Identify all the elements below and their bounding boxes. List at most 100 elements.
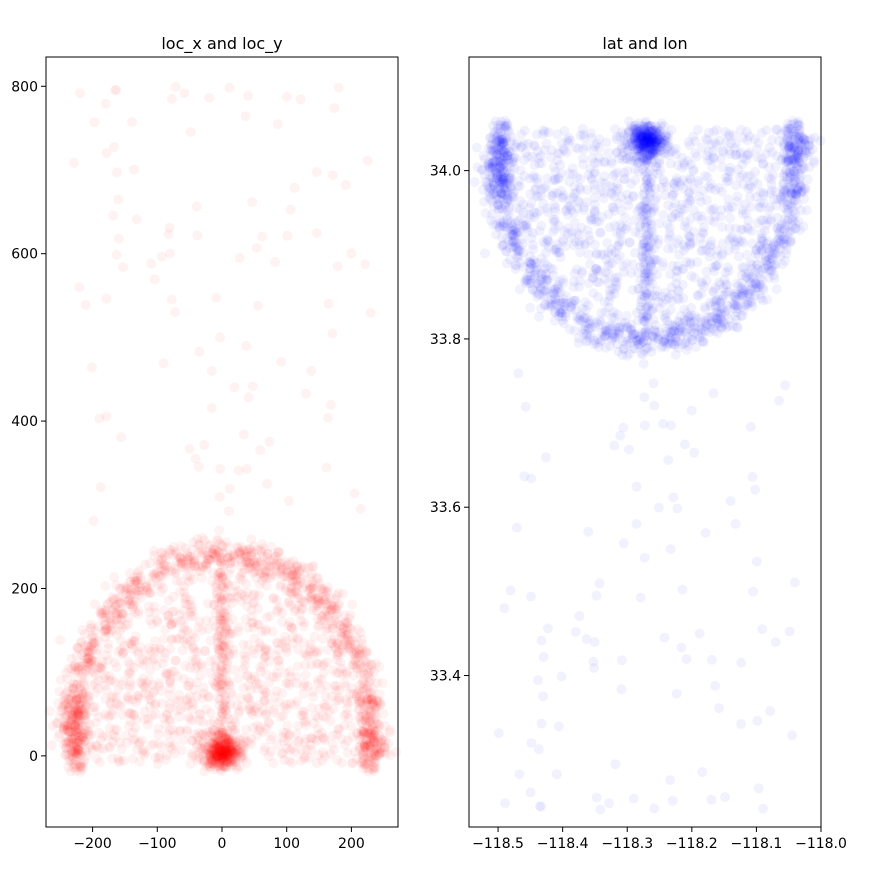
left-scatter-point <box>204 750 215 761</box>
left-scatter-point <box>187 602 198 613</box>
left-scatter-point <box>258 571 269 582</box>
left-scatter-point <box>268 758 279 769</box>
left-scatter-point <box>290 571 301 582</box>
left-scatter-point <box>355 740 366 751</box>
left-scatter-point <box>284 617 295 628</box>
left-scatter-point <box>359 746 370 757</box>
left-scatter-point <box>314 703 325 714</box>
left-scatter-point <box>356 643 367 654</box>
left-scatter-point <box>218 607 229 618</box>
left-scatter-point <box>222 756 233 767</box>
left-scatter-point <box>326 638 337 649</box>
left-scatter-point <box>355 627 366 638</box>
left-scatter-point <box>233 586 243 596</box>
left-scatter-point <box>65 715 76 726</box>
left-scatter-point <box>281 91 292 102</box>
right-scatter-point <box>505 585 516 596</box>
left-scatter-point <box>130 607 141 618</box>
right-scatter-point <box>541 452 551 463</box>
right-scatter-point <box>658 209 669 220</box>
left-scatter-point <box>370 703 381 714</box>
right-scatter-point <box>710 211 721 222</box>
left-scatter-point <box>147 619 158 630</box>
left-scatter-point <box>203 624 214 635</box>
left-scatter-point <box>305 739 316 750</box>
left-scatter-point <box>185 662 196 673</box>
left-scatter-point <box>165 676 176 687</box>
left-scatter-point <box>68 682 79 693</box>
left-scatter-point <box>209 764 220 775</box>
left-scatter-point <box>187 697 198 708</box>
left-scatter-point <box>299 563 310 574</box>
left-scatter-point <box>363 739 374 750</box>
left-scatter-point <box>121 737 132 748</box>
left-scatter-point <box>356 634 367 645</box>
right-scatter-point <box>653 502 664 513</box>
left-scatter-point <box>271 595 282 606</box>
left-scatter-point <box>265 572 276 583</box>
left-scatter-point <box>100 98 111 109</box>
left-scatter-point <box>288 632 298 643</box>
left-scatter-point <box>343 713 354 723</box>
left-scatter-point <box>293 735 304 746</box>
left-scatter-point <box>243 392 254 403</box>
left-scatter-point <box>363 727 374 738</box>
left-scatter-point <box>364 704 375 715</box>
left-scatter-point <box>190 561 201 572</box>
left-scatter-point <box>118 755 129 766</box>
left-scatter-point <box>127 727 138 738</box>
left-scatter-point <box>156 741 167 752</box>
left-scatter-point <box>215 641 226 652</box>
left-scatter-point <box>183 712 194 723</box>
left-scatter-point <box>88 515 99 526</box>
left-scatter-point <box>328 633 339 644</box>
left-scatter-point <box>370 757 381 768</box>
left-scatter-point <box>315 615 326 626</box>
left-scatter-point <box>317 747 328 758</box>
left-scatter-point <box>87 631 98 642</box>
left-scatter-point <box>294 566 305 577</box>
right-scatter-point <box>628 793 639 804</box>
left-scatter-point <box>76 749 87 760</box>
left-scatter-point <box>246 550 257 561</box>
right-scatter-point <box>685 259 696 270</box>
left-scatter-point <box>202 598 213 609</box>
left-scatter-point <box>69 157 79 168</box>
right-scatter-point <box>666 420 677 431</box>
left-scatter-point <box>220 626 231 637</box>
left-scatter-point <box>172 671 183 682</box>
left-scatter-point <box>302 681 313 691</box>
left-scatter-point <box>276 557 287 568</box>
left-scatter-point <box>278 747 288 758</box>
left-scatter-point <box>184 554 195 565</box>
left-scatter-point <box>67 692 77 703</box>
left-scatter-point <box>89 657 100 668</box>
left-scatter-point <box>251 243 262 253</box>
left-scatter-point <box>365 707 376 718</box>
right-scatter-point <box>780 380 791 391</box>
left-scatter-point <box>342 697 353 708</box>
left-scatter-point <box>213 726 224 737</box>
left-scatter-point <box>221 742 232 753</box>
left-scatter-point <box>174 695 185 706</box>
left-scatter-point <box>219 751 230 761</box>
left-scatter-point <box>105 596 116 607</box>
left-scatter-point <box>319 735 330 746</box>
left-scatter-point <box>108 210 119 221</box>
left-scatter-point <box>99 605 110 616</box>
left-scatter-point <box>165 698 176 709</box>
left-scatter-point <box>322 582 333 593</box>
left-scatter-point <box>271 637 282 648</box>
left-scatter-point <box>223 749 234 760</box>
right-scatter-point <box>762 294 773 305</box>
left-scatter-point <box>111 609 122 620</box>
left-scatter-point <box>311 658 322 669</box>
left-scatter-point <box>76 734 87 745</box>
left-scatter-point <box>335 657 346 668</box>
left-scatter-point <box>241 556 252 567</box>
left-scatter-point <box>317 727 327 738</box>
left-scatter-point <box>115 583 126 594</box>
left-scatter-point <box>232 700 243 711</box>
left-scatter-point <box>108 595 119 605</box>
left-scatter-point <box>192 691 202 702</box>
